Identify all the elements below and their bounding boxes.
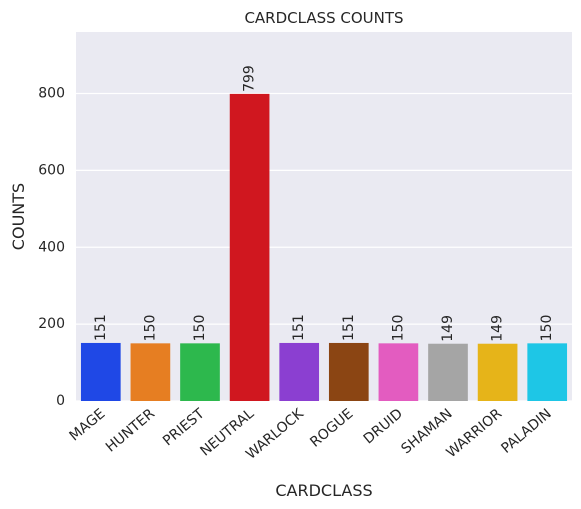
x-tick-label: WARRIOR <box>444 406 506 461</box>
bar <box>180 343 220 401</box>
bar-value-label: 149 <box>440 315 456 342</box>
bar-value-label: 150 <box>539 315 555 342</box>
chart-title: CARDCLASS COUNTS <box>244 9 403 27</box>
y-axis-label: COUNTS <box>9 183 28 250</box>
bar <box>328 342 369 401</box>
x-tick-label: MAGE <box>67 406 109 445</box>
x-axis-label: CARDCLASS <box>275 481 372 500</box>
y-tick-labels: 0 200 400 600 800 <box>38 86 65 410</box>
y-tick-label: 400 <box>38 239 65 255</box>
bar-value-label: 799 <box>242 65 258 92</box>
bar-value-label: 151 <box>93 314 109 341</box>
bar <box>378 343 419 401</box>
bar <box>279 342 320 401</box>
bar-value-label: 150 <box>142 315 158 342</box>
bar <box>428 343 468 401</box>
bar-value-label: 151 <box>291 314 307 341</box>
x-tick-label: PALADIN <box>498 406 554 457</box>
bars <box>80 93 568 402</box>
bar <box>527 343 568 401</box>
x-tick-label: HUNTER <box>103 406 158 456</box>
bar-value-label: 151 <box>341 314 357 341</box>
y-tick-label: 800 <box>38 86 65 102</box>
y-tick-label: 0 <box>56 393 65 409</box>
bar <box>80 342 121 401</box>
y-tick-label: 600 <box>38 162 65 178</box>
bar <box>477 343 518 401</box>
data-labels: 151 150 150 799 151 151 150 149 149 150 <box>93 65 555 342</box>
bar-value-label: 150 <box>192 315 208 342</box>
x-tick-label: DRUID <box>361 406 406 448</box>
bar-value-label: 149 <box>490 315 506 342</box>
bar <box>130 343 171 401</box>
bar-value-label: 150 <box>390 315 406 342</box>
x-tick-label: PRIEST <box>160 406 208 450</box>
y-tick-label: 200 <box>38 316 65 332</box>
bar <box>229 93 270 402</box>
x-tick-label: ROGUE <box>307 406 356 451</box>
